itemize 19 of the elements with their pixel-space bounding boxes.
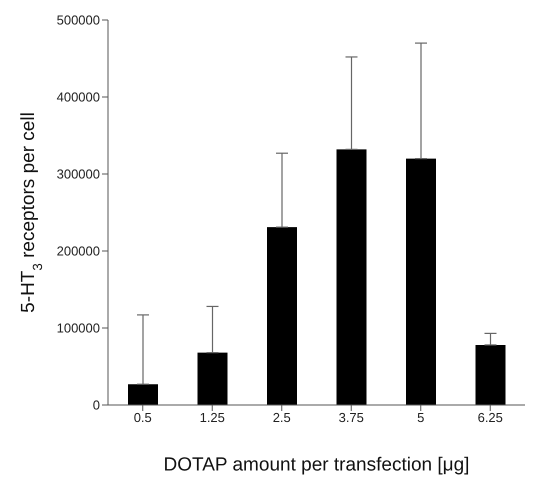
bar (476, 344, 506, 405)
bar (198, 352, 228, 405)
y-tick-label: 400000 (56, 90, 100, 105)
x-tick-label: 0.5 (134, 410, 152, 426)
x-tick-label: 3.75 (338, 410, 364, 426)
y-tick-label: 200000 (56, 244, 100, 259)
bar (406, 158, 436, 405)
x-tick-label: 5 (417, 410, 424, 426)
y-tick-label: 300000 (56, 166, 100, 182)
bar (336, 149, 366, 405)
bar (128, 384, 158, 405)
bar (267, 227, 297, 405)
x-tick-label: 2.5 (272, 410, 291, 426)
y-tick-label: 100000 (56, 320, 100, 336)
x-axis-title: DOTAP amount per transfection [μg] (164, 454, 470, 476)
x-tick-label: 6.25 (478, 410, 503, 426)
x-tick-label: 1.25 (200, 410, 225, 426)
y-tick-label: 0 (92, 398, 100, 413)
y-tick-label: 500000 (56, 12, 100, 28)
